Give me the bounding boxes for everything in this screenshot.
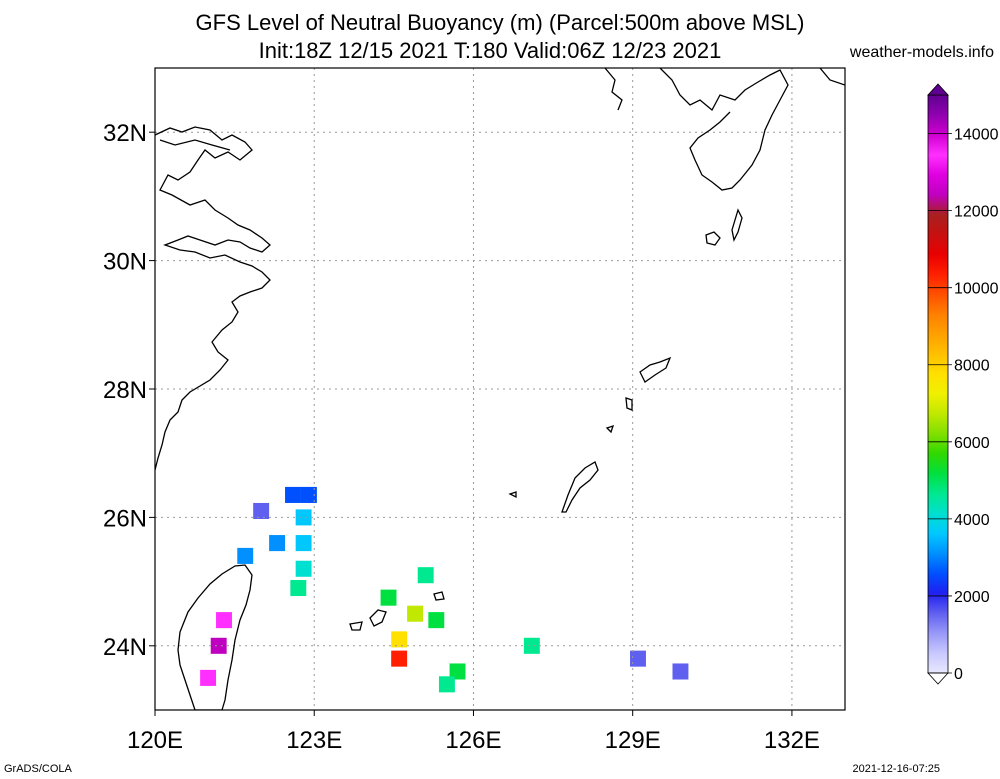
colorbar: 0 2000 4000 6000 8000 10000 12000 14000: [927, 83, 999, 685]
field-cell: [417, 567, 434, 584]
coastlines: [155, 68, 845, 710]
colorbar-tick-label: 14000: [954, 127, 999, 144]
field-cell: [449, 663, 466, 680]
x-tick-label: 132E: [764, 727, 820, 754]
field-cell: [295, 560, 312, 577]
x-tick-label: 123E: [286, 727, 342, 754]
field-cell: [237, 547, 254, 564]
colorbar-tick-label: 4000: [954, 512, 990, 529]
coastline-japan: [659, 68, 789, 191]
y-tick-label: 26N: [103, 505, 147, 532]
island-tokunoshima: [625, 397, 633, 411]
y-axis: 24N 26N 28N 30N 32N: [103, 120, 155, 661]
field-cell: [630, 650, 646, 667]
chart-subtitle: Init:18Z 12/15 2021 T:180 Valid:06Z 12/2…: [258, 38, 722, 63]
field-cell: [380, 589, 397, 606]
island-yakushima: [705, 231, 721, 246]
coastline-taiwan: [177, 564, 253, 710]
colorbar-tick-label: 0: [954, 666, 963, 683]
colorbar-tick-label: 6000: [954, 435, 990, 452]
x-axis: 120E 123E 126E 129E 132E: [127, 710, 820, 754]
x-tick-label: 120E: [127, 727, 183, 754]
colorbar-tick-label: 8000: [954, 358, 990, 375]
island-small-1: [508, 491, 517, 499]
island-amami: [639, 356, 672, 383]
field-cell: [216, 612, 232, 629]
y-tick-label: 32N: [103, 120, 147, 147]
x-tick-label: 126E: [445, 727, 501, 754]
colorbar-bottom-arrow: [927, 672, 949, 685]
colorbar-top-arrow: [927, 83, 949, 96]
field-cell: [253, 502, 270, 520]
field-layer: [200, 486, 689, 693]
y-tick-label: 28N: [103, 377, 147, 404]
island-tanegashima: [731, 208, 743, 242]
field-cell: [407, 605, 424, 622]
island-okinoerabu: [605, 424, 615, 434]
field-cell: [200, 669, 217, 686]
island-miyako: [433, 591, 445, 601]
x-tick-label: 129E: [605, 727, 661, 754]
coastline-kyushu-islands: [819, 68, 845, 86]
island-ishigaki: [369, 609, 387, 627]
field-cell: [428, 612, 445, 629]
footer-timestamp: 2021-12-16-07:25: [852, 763, 940, 775]
field-cell: [290, 579, 307, 597]
colorbar-tick-label: 12000: [954, 204, 999, 221]
field-cell: [295, 509, 312, 526]
island-okinawa: [561, 461, 599, 513]
field-cell: [438, 676, 455, 693]
chart-title: GFS Level of Neutral Buoyancy (m) (Parce…: [195, 10, 805, 35]
coastline-china-inner: [159, 139, 231, 151]
field-cell: [295, 535, 312, 552]
field-cell: [391, 631, 408, 648]
gridlines: [155, 68, 845, 710]
field-cell: [210, 637, 227, 654]
y-tick-label: 24N: [103, 634, 147, 661]
field-cell: [391, 650, 408, 667]
field-cell: [300, 486, 317, 503]
field-cell: [285, 486, 301, 503]
y-tick-label: 30N: [103, 249, 147, 276]
colorbar-tick-label: 10000: [954, 281, 999, 298]
colorbar-ticks: 0 2000 4000 6000 8000 10000 12000 14000: [928, 127, 999, 683]
colorbar-scale: [927, 94, 949, 674]
field-cell: [523, 637, 540, 654]
coastline-china: [155, 126, 271, 471]
field-cell: [269, 535, 286, 552]
coastline-korea: [604, 68, 623, 111]
field-cell: [672, 663, 689, 680]
site-credit: weather-models.info: [849, 44, 994, 61]
colorbar-tick-label: 2000: [954, 589, 990, 606]
footer-software: GrADS/COLA: [4, 763, 72, 775]
island-iriomote: [349, 621, 363, 631]
